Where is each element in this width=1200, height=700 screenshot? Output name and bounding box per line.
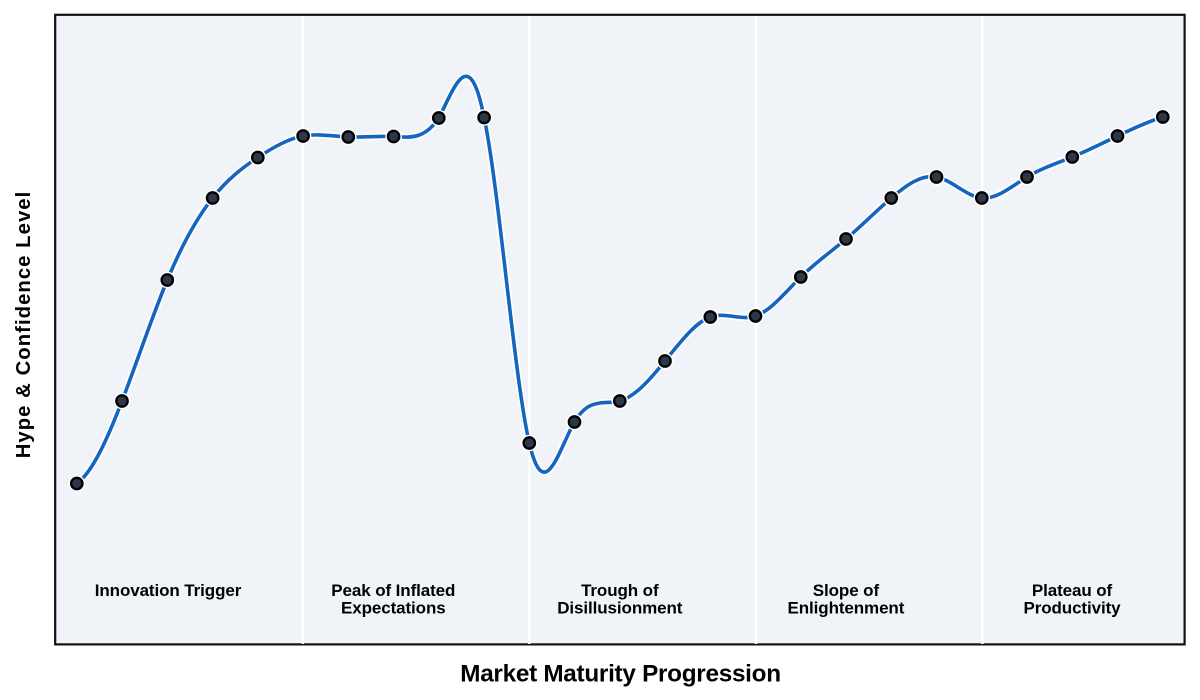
svg-text:Disillusionment: Disillusionment bbox=[557, 599, 683, 618]
svg-text:Hype & Confidence Level: Hype & Confidence Level bbox=[13, 191, 35, 459]
svg-text:Trough of: Trough of bbox=[581, 581, 659, 600]
svg-text:Plateau of: Plateau of bbox=[1032, 581, 1113, 600]
svg-text:Productivity: Productivity bbox=[1023, 599, 1121, 618]
svg-text:Innovation Trigger: Innovation Trigger bbox=[95, 581, 242, 600]
svg-text:Peak of Inflated: Peak of Inflated bbox=[331, 581, 455, 600]
svg-text:Market Maturity Progression: Market Maturity Progression bbox=[460, 661, 781, 688]
svg-text:Slope of: Slope of bbox=[813, 581, 880, 600]
svg-text:Expectations: Expectations bbox=[341, 599, 446, 618]
svg-text:Enlightenment: Enlightenment bbox=[788, 599, 905, 618]
